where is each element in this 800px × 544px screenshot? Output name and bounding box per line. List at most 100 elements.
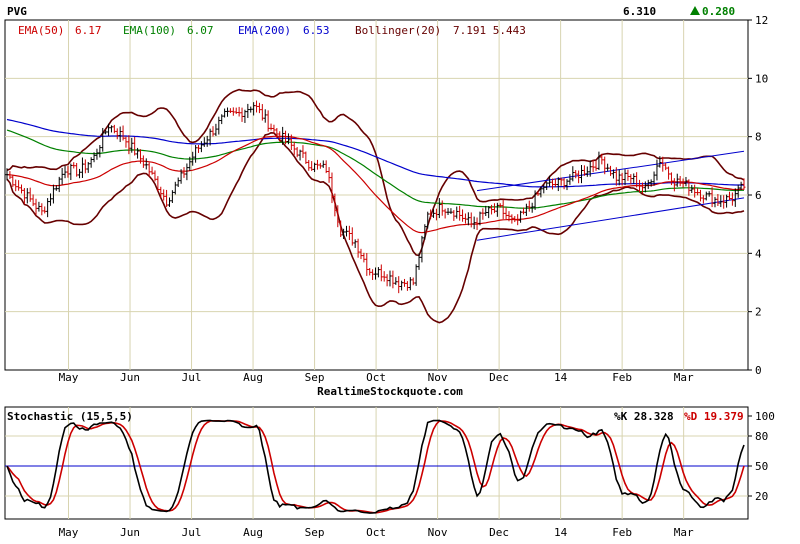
ema200-value: 6.53 [303, 24, 330, 37]
price-bar [614, 167, 618, 186]
price-bar [121, 125, 125, 141]
price-bar [498, 203, 502, 208]
price-bar [136, 147, 140, 159]
price-bar [733, 188, 737, 207]
price-bar [504, 207, 508, 220]
price-bar [548, 175, 552, 187]
price-bar [521, 207, 525, 215]
stoch-x-tick-label: Mar [674, 526, 694, 539]
price-bar [530, 202, 534, 213]
price-bar [159, 186, 163, 198]
price-bar [611, 169, 615, 179]
price-bar [124, 136, 128, 148]
price-bar [57, 176, 61, 193]
price-bar [391, 270, 395, 289]
price-bar [60, 168, 64, 185]
price-bar [385, 274, 389, 287]
price-bar [43, 206, 47, 214]
price-bar [217, 116, 221, 135]
price-bar [240, 107, 244, 122]
price-bar [115, 128, 119, 140]
price-bar [66, 166, 70, 178]
price-bar [417, 253, 421, 270]
price-bar [173, 181, 177, 195]
price-bar [507, 211, 511, 222]
price-bar [368, 267, 372, 276]
price-bar [664, 162, 668, 171]
price-bar [626, 169, 630, 181]
stoch-y-tick-label: 50 [755, 460, 768, 473]
price-bar [533, 190, 537, 210]
price-bar [675, 173, 679, 187]
ema200-label: EMA(200) [238, 24, 291, 37]
price-bar [28, 187, 32, 202]
price-bar [403, 278, 407, 287]
price-bar [231, 107, 235, 116]
price-bar [179, 169, 183, 184]
price-bar [696, 188, 700, 196]
price-bar [652, 171, 656, 186]
price-bar [661, 156, 665, 172]
price-bar [5, 168, 9, 181]
price-bar [484, 205, 488, 217]
price-y-tick-label: 12 [755, 14, 768, 27]
price-bar [481, 208, 485, 220]
price-bar [350, 227, 354, 246]
price-bar [716, 194, 720, 206]
stoch-x-tick-label: 14 [554, 526, 568, 539]
price-bar [226, 107, 230, 117]
price-y-tick-label: 6 [755, 189, 762, 202]
stoch-x-tick-label: Jun [120, 526, 140, 539]
price-bar [669, 172, 673, 186]
price-bar [434, 208, 438, 221]
price-bar [629, 174, 633, 185]
price-bar [356, 238, 360, 258]
price-bar [397, 276, 401, 294]
price-bar [214, 123, 218, 137]
price-bar [426, 211, 430, 229]
price-bar [411, 277, 415, 286]
bollinger-upper-line [6, 88, 745, 257]
price-bar [182, 167, 186, 178]
change-up-icon [690, 6, 700, 15]
price-bar [513, 216, 517, 223]
price-bar [574, 170, 578, 179]
price-bar [37, 201, 41, 212]
price-bar [658, 156, 662, 168]
price-bar [49, 193, 53, 206]
price-bar [46, 198, 50, 218]
price-bar [461, 209, 465, 222]
price-bar [147, 162, 151, 177]
price-bar [632, 173, 636, 184]
price-bar [458, 205, 462, 221]
price-bar [516, 214, 520, 226]
price-bar [455, 206, 459, 219]
price-x-tick-label: Dec [489, 371, 509, 384]
price-bar [565, 179, 569, 191]
price-y-tick-label: 8 [755, 131, 762, 144]
bollinger-value: 7.191 5.443 [453, 24, 526, 37]
price-bar [31, 194, 35, 207]
price-bar [635, 172, 639, 188]
price-bar [324, 160, 328, 174]
ema50-value: 6.17 [75, 24, 102, 37]
price-bar [388, 270, 392, 287]
price-bar [580, 164, 584, 184]
price-bar [353, 239, 357, 248]
price-bar [197, 144, 201, 153]
price-bar [510, 214, 514, 224]
price-bar [269, 123, 273, 131]
price-bar [698, 189, 702, 202]
price-bar [725, 194, 729, 208]
price-bar [603, 156, 607, 175]
price-bar [17, 180, 21, 191]
price-bar [487, 206, 491, 219]
price-bar [655, 159, 659, 181]
price-y-tick-label: 2 [755, 306, 762, 319]
price-bar [167, 197, 171, 207]
price-bar [20, 184, 24, 194]
price-bar [722, 195, 726, 209]
price-bar [643, 181, 647, 193]
price-bar [75, 162, 79, 177]
price-x-tick-label: Nov [428, 371, 448, 384]
